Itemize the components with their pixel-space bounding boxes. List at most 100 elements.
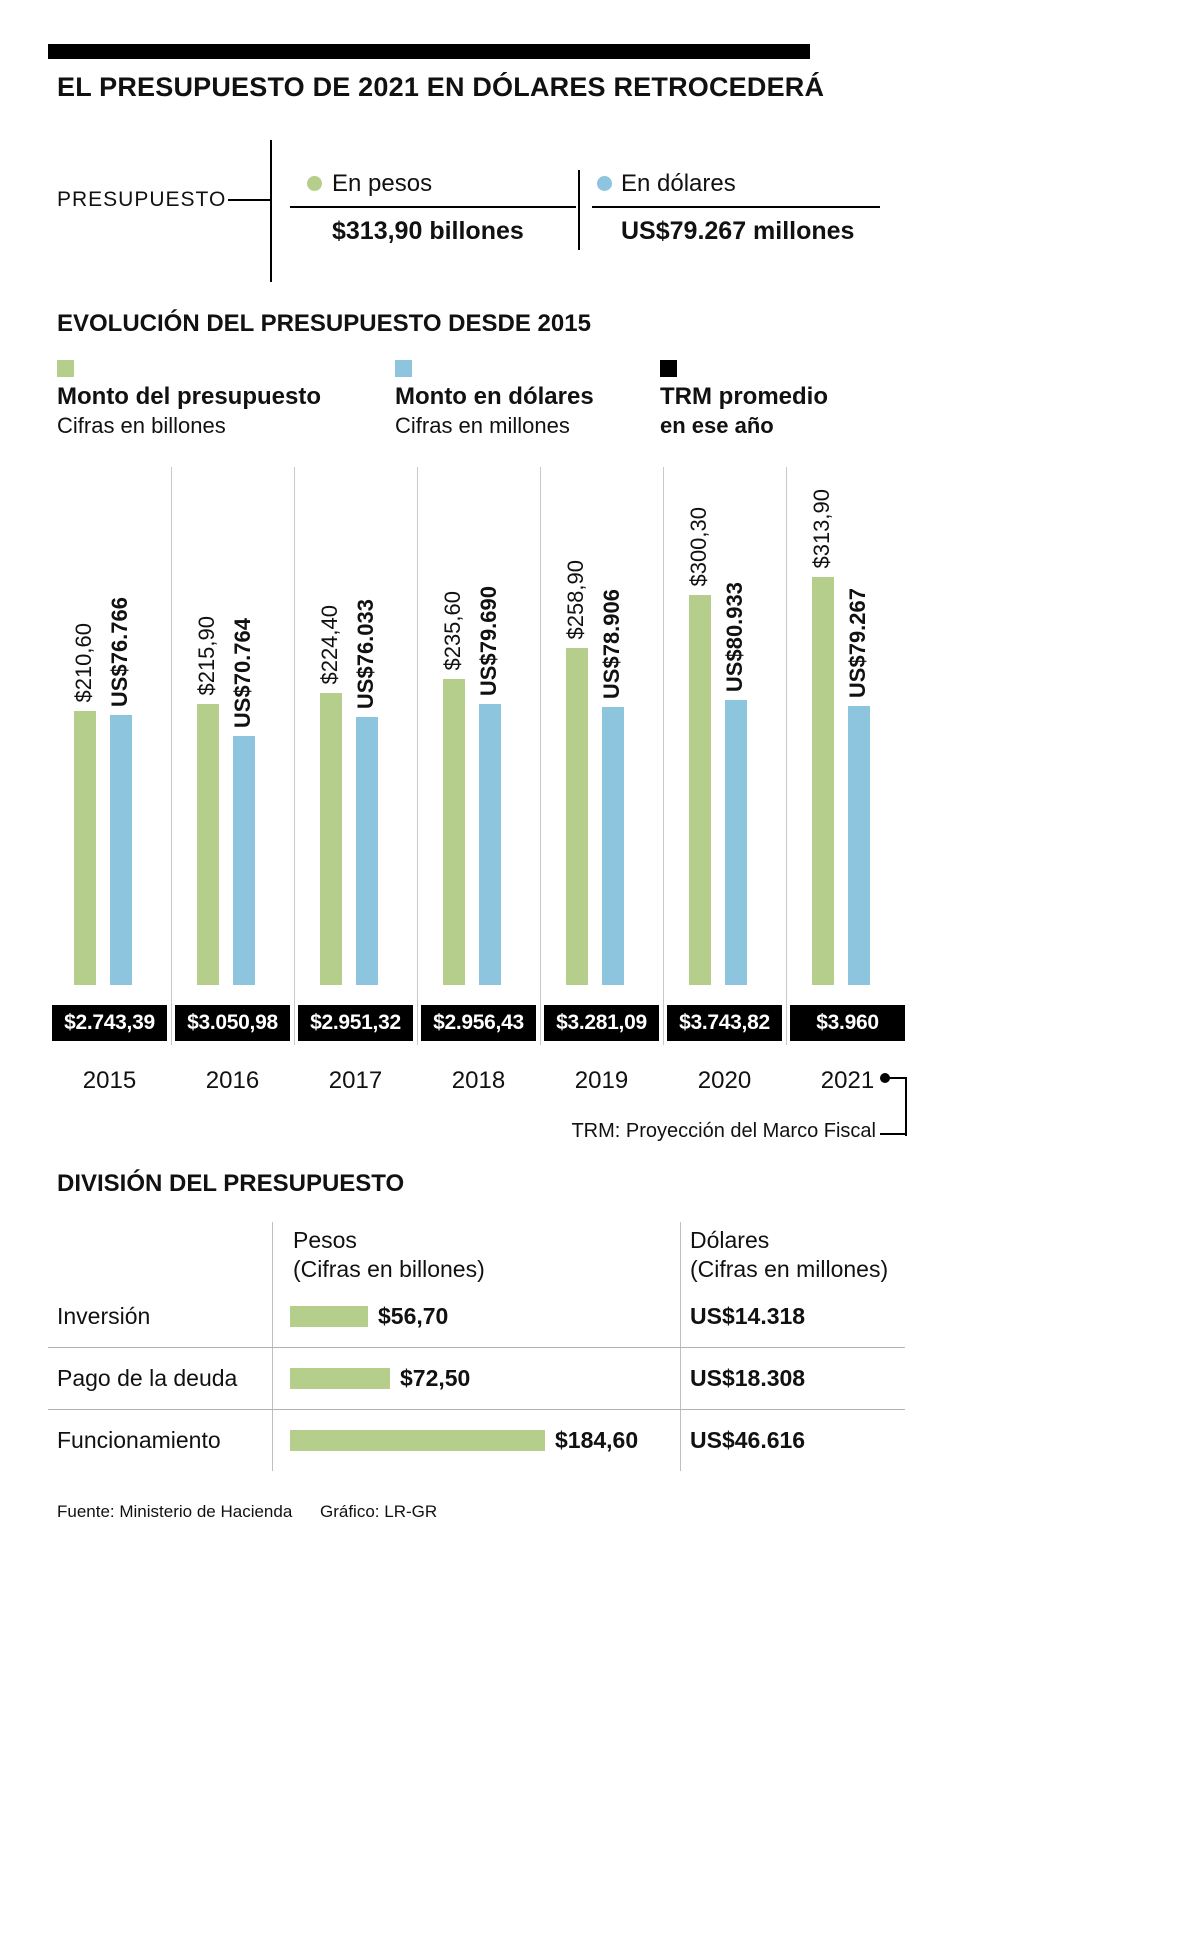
year-label: 2015 (82, 1067, 137, 1094)
trm-badge: $3.743,82 (667, 1005, 782, 1041)
bar-label-pesos: $258,90 (563, 560, 588, 640)
dolares-total-value: US$79.267 millones (621, 217, 855, 245)
callout-bottom-line (880, 1133, 906, 1135)
division-row-label: Inversión (57, 1302, 151, 1329)
pesos-underline (290, 206, 576, 208)
bar-label-dolares: US$78.906 (599, 588, 624, 699)
division-pesos-cell: $184,60 (290, 1409, 638, 1471)
bar-label-pesos: $215,90 (194, 616, 219, 696)
bar-pesos (689, 595, 711, 985)
bar-dolares (110, 715, 132, 985)
division-pesos-header: Pesos (Cifras en billones) (293, 1226, 485, 1284)
division-row-separator (48, 1347, 905, 1348)
division-pesos-value: $56,70 (378, 1302, 449, 1329)
group-separator (417, 467, 418, 1045)
pesos-header-subtitle: (Cifras en billones) (293, 1255, 485, 1282)
trm-badge: $2.956,43 (421, 1005, 536, 1041)
presupuesto-label: PRESUPUESTO (57, 188, 227, 211)
group-separator (663, 467, 664, 1045)
bracket-vertical-line (270, 140, 272, 282)
year-label: 2020 (697, 1067, 752, 1094)
bracket-horizontal-line (228, 199, 272, 201)
division-title: DIVISIÓN DEL PRESUPUESTO (57, 1170, 405, 1197)
division-pesos-value: $184,60 (555, 1426, 639, 1453)
division-pesos-cell: $72,50 (290, 1347, 470, 1409)
legend-pesos-title: Monto del presupuesto (57, 383, 321, 410)
trm-badge: $3.281,09 (544, 1005, 659, 1041)
bar-pesos (566, 648, 588, 985)
trm-badge: $2.951,32 (298, 1005, 413, 1041)
division-bar-pesos (290, 1367, 390, 1389)
dolares-header-subtitle: (Cifras en millones) (690, 1255, 889, 1282)
bar-label-dolares: US$76.033 (353, 598, 378, 709)
division-row-separator (48, 1409, 905, 1410)
division-row-funcionamiento: Funcionamiento $184,60 US$46.616 (48, 1409, 905, 1471)
legend-pesos-subtitle: Cifras en billones (57, 412, 226, 438)
group-separator (786, 467, 787, 1045)
bar-label-dolares: US$80.933 (722, 581, 747, 692)
legend-divider-line (578, 170, 580, 250)
bar-pesos (812, 577, 834, 985)
legend-item-dolares: Monto en dólares Cifras en millones (395, 360, 594, 439)
division-dolares-value: US$46.616 (690, 1426, 806, 1453)
year-label: 2017 (328, 1067, 383, 1094)
trm-note: TRM: Proyección del Marco Fiscal (571, 1120, 876, 1142)
pesos-dot (307, 176, 322, 191)
bar-pesos (74, 711, 96, 985)
dolares-legend-label: En dólares (621, 170, 736, 197)
bar-dolares (233, 736, 255, 985)
group-separator (171, 467, 172, 1045)
evolution-chart: $210,60 US$76.766 $2.743,39 2015 $215,90 US$7… (48, 465, 909, 1105)
title-rule (48, 44, 810, 59)
dolares-underline (592, 206, 880, 208)
bar-pesos (197, 704, 219, 985)
bar-label-dolares: US$79.690 (476, 585, 501, 696)
legend-item-pesos: Monto del presupuesto Cifras en billones (57, 360, 321, 439)
division-row-inversion: Inversión $56,70 US$14.318 (48, 1285, 905, 1347)
bar-dolares (848, 706, 870, 985)
division-column-line-left (272, 1222, 273, 1471)
trm-badge: $3.050,98 (175, 1005, 290, 1041)
bar-label-pesos: $224,40 (317, 605, 342, 685)
bar-label-dolares: US$79.267 (845, 587, 870, 698)
pesos-legend-label: En pesos (332, 170, 433, 197)
division-bar-pesos (290, 1305, 368, 1327)
legend-dolares-subtitle: Cifras en millones (395, 412, 570, 438)
bar-dolares (356, 717, 378, 985)
year-label: 2018 (451, 1067, 506, 1094)
trm-badge: $3.960 (790, 1005, 905, 1041)
bar-label-dolares: US$70.764 (230, 617, 255, 728)
bar-dolares (479, 704, 501, 985)
bar-label-pesos: $300,30 (686, 507, 711, 587)
dolares-swatch (395, 360, 412, 377)
division-row-label: Pago de la deuda (57, 1364, 238, 1391)
legend-trm-subtitle: en ese año (660, 412, 774, 438)
bar-label-pesos: $235,60 (440, 591, 465, 671)
group-separator (294, 467, 295, 1045)
pesos-swatch (57, 360, 74, 377)
division-dolares-value: US$18.308 (690, 1364, 806, 1391)
dolares-dot (597, 176, 612, 191)
bar-label-pesos: $313,90 (809, 489, 834, 569)
division-dolares-value: US$14.318 (690, 1302, 806, 1329)
page-title: EL PRESUPUESTO DE 2021 EN DÓLARES RETROC… (57, 72, 825, 102)
legend-dolares-title: Monto en dólares (395, 383, 594, 410)
trm-badge: $2.743,39 (52, 1005, 167, 1041)
bar-pesos (443, 679, 465, 985)
year-label: 2016 (205, 1067, 260, 1094)
division-row-label: Funcionamiento (57, 1426, 221, 1453)
evolution-title: EVOLUCIÓN DEL PRESUPUESTO DESDE 2015 (57, 310, 591, 337)
graphic-credit: Gráfico: LR-GR (320, 1502, 438, 1521)
year-label: 2019 (574, 1067, 629, 1094)
source-credit: Fuente: Ministerio de Hacienda (57, 1502, 293, 1521)
dolares-header-title: Dólares (690, 1227, 770, 1253)
division-row-deuda: Pago de la deuda $72,50 US$18.308 (48, 1347, 905, 1409)
pesos-total-value: $313,90 billones (332, 217, 524, 245)
bar-dolares (725, 700, 747, 985)
division-bar-pesos (290, 1429, 545, 1451)
division-column-line-right (680, 1222, 681, 1471)
bar-label-pesos: $210,60 (71, 623, 96, 703)
pesos-header-title: Pesos (293, 1227, 357, 1253)
callout-elbow-line (885, 1077, 907, 1136)
